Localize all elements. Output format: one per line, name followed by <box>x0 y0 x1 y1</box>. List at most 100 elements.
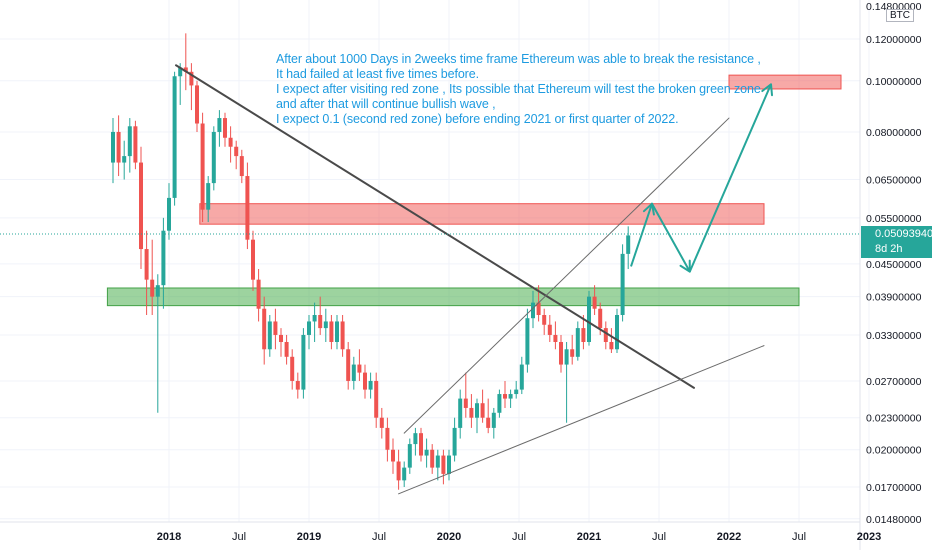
candle-body <box>463 398 468 408</box>
y-tick-label: 0.01700000 <box>866 482 922 494</box>
last-price-tag: 0.05093940 8d 2h <box>861 226 932 258</box>
candle-body <box>603 328 608 343</box>
candle-body <box>346 349 351 381</box>
y-tick-label: 0.12000000 <box>866 34 922 46</box>
candle-body <box>228 137 233 147</box>
currency-badge: BTC <box>886 9 914 22</box>
countdown-label: 8d 2h <box>875 243 903 255</box>
candle-body <box>211 131 216 184</box>
candle-body <box>150 279 155 297</box>
candle-body <box>340 321 345 350</box>
candle-body <box>385 427 390 450</box>
candle-body <box>279 334 283 343</box>
annotation-text: After about 1000 Days in 2weeks time fra… <box>276 52 776 127</box>
candles <box>111 33 631 490</box>
red-zone <box>728 74 842 90</box>
candle-body <box>396 461 401 481</box>
candle-body <box>223 118 227 138</box>
arrow-head <box>761 83 774 97</box>
candle-body <box>234 146 239 157</box>
candle-body <box>598 308 603 329</box>
x-tick-label: 2018 <box>157 531 181 543</box>
x-tick-label: 2019 <box>297 531 321 543</box>
candle-body <box>161 230 166 286</box>
x-tick-label: Jul <box>792 531 806 543</box>
candle-body <box>581 328 586 343</box>
y-tick-label: 0.01480000 <box>866 514 922 526</box>
candle-body <box>183 67 188 72</box>
candle-body <box>553 334 558 343</box>
candle-body <box>475 403 479 418</box>
y-tick-label: 0.04500000 <box>866 259 922 271</box>
candle-body <box>301 334 306 390</box>
candle-body <box>430 449 435 468</box>
projection-line <box>630 83 772 273</box>
candle-body <box>626 235 631 254</box>
y-axis[interactable]: 0.148000000.120000000.100000000.08000000… <box>866 1 922 526</box>
x-axis[interactable]: 2018 Jul 2019 Jul 2020 Jul 2021 Jul 2022 Jul 2023 <box>157 531 881 543</box>
candle-body <box>217 118 222 132</box>
candle-body <box>379 417 384 428</box>
candle-body <box>547 324 552 335</box>
candle-body <box>206 183 211 210</box>
candle-body <box>172 76 177 198</box>
candle-body <box>491 412 496 428</box>
candle-body <box>592 296 597 309</box>
candle-body <box>273 321 278 335</box>
candle-body <box>295 380 300 390</box>
candle-body <box>508 394 513 399</box>
y-tick-label: 0.06500000 <box>866 175 922 187</box>
y-tick-label: 0.10000000 <box>866 76 922 88</box>
candle-body <box>503 394 507 399</box>
candle-body <box>307 321 311 335</box>
candle-body <box>284 342 289 357</box>
candle-body <box>357 364 362 373</box>
candle-body <box>609 342 614 350</box>
candle-body <box>391 449 395 462</box>
trendlines <box>175 64 765 495</box>
candle-body <box>155 285 160 297</box>
candle-body <box>189 71 194 86</box>
last-price-label: 0.05093940 <box>875 228 932 240</box>
annotation-line: and after that will continue bullish wav… <box>276 97 496 111</box>
green-zone <box>106 287 800 307</box>
y-tick-label: 0.02300000 <box>866 413 922 425</box>
candle-body <box>441 455 446 474</box>
candle-body <box>575 328 580 357</box>
candle-body <box>368 380 373 390</box>
candle-body <box>178 67 183 77</box>
candle-body <box>536 302 541 315</box>
annotation-line: After about 1000 Days in 2weeks time fra… <box>276 52 761 66</box>
candle-body <box>615 314 619 350</box>
zones <box>106 74 842 307</box>
x-tick-label: Jul <box>372 531 386 543</box>
y-tick-label: 0.08000000 <box>866 127 922 139</box>
candle-body <box>329 321 334 343</box>
x-tick-label: Jul <box>652 531 666 543</box>
candle-body <box>318 314 323 329</box>
candle-body <box>519 364 524 390</box>
candle-body <box>290 356 295 381</box>
annotation-line: I expect after visiting red zone , Its p… <box>276 82 761 96</box>
y-tick-label: 0.02000000 <box>866 445 922 457</box>
candle-body <box>497 394 502 413</box>
candle-body <box>525 318 530 365</box>
candle-body <box>413 433 418 445</box>
candle-body <box>447 455 451 474</box>
candle-body <box>564 349 569 365</box>
annotation-line: It had failed at least five times before… <box>276 67 479 81</box>
candle-body <box>262 308 267 350</box>
x-tick-label: 2022 <box>717 531 741 543</box>
candle-body <box>570 349 575 357</box>
arrow-head <box>679 259 691 273</box>
candle-body <box>111 131 115 163</box>
candle-body <box>267 321 272 350</box>
candle-body <box>200 123 205 210</box>
candle-body <box>419 433 423 456</box>
arrow-head <box>642 202 655 216</box>
annotation-line: I expect 0.1 (second red zone) before en… <box>276 112 679 126</box>
candle-body <box>335 321 339 343</box>
candle-body <box>407 444 412 468</box>
